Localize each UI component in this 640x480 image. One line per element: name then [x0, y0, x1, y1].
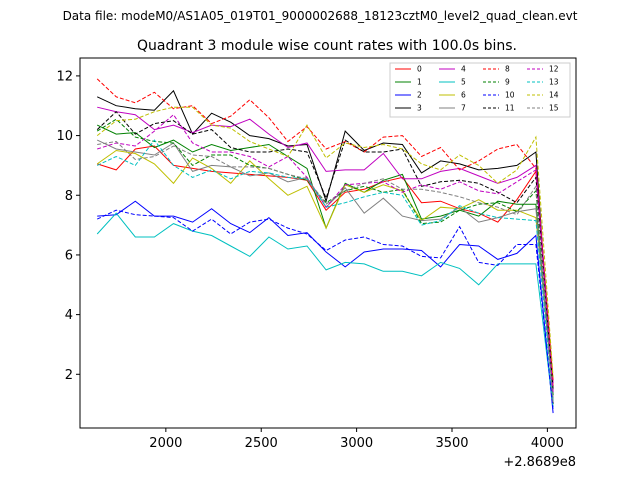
- series-layer: [96, 78, 554, 414]
- x-tick-label: 3500: [435, 436, 468, 451]
- series-line-6: [96, 149, 554, 390]
- series-line-8: [96, 78, 554, 381]
- y-tick-label: 2: [65, 368, 73, 383]
- series-line-15: [97, 140, 554, 405]
- series-line-3: [96, 89, 554, 405]
- legend-label-4: 4: [461, 65, 466, 74]
- legend-label-2: 2: [417, 91, 422, 100]
- legend-label-5: 5: [461, 78, 466, 87]
- series-line-10: [96, 209, 554, 411]
- series-line-5: [96, 212, 554, 408]
- legend-label-8: 8: [505, 65, 510, 74]
- y-tick-label: 12: [56, 69, 73, 84]
- x-tick-label: 4000: [531, 436, 564, 451]
- legend-label-9: 9: [505, 78, 510, 87]
- legend-label-11: 11: [505, 104, 515, 113]
- series-line-2: [97, 200, 554, 414]
- legend-label-7: 7: [461, 104, 466, 113]
- legend-label-14: 14: [549, 91, 559, 100]
- series-line-4: [97, 106, 554, 384]
- series-line-1: [96, 124, 554, 393]
- legend-label-15: 15: [549, 104, 559, 113]
- x-offset-label: +2.8689e8: [503, 455, 576, 470]
- series-line-13: [96, 139, 554, 402]
- x-tick-label: 2000: [149, 436, 182, 451]
- series-line-9: [96, 118, 554, 396]
- y-tick-label: 4: [65, 308, 73, 323]
- legend-label-10: 10: [505, 91, 515, 100]
- x-tick-label: 3000: [340, 436, 373, 451]
- y-tick-label: 10: [56, 129, 73, 144]
- legend-label-0: 0: [417, 65, 422, 74]
- legend-label-12: 12: [549, 65, 559, 74]
- x-tick-label: 2500: [245, 436, 278, 451]
- legend-label-3: 3: [417, 104, 422, 113]
- legend-label-6: 6: [461, 91, 466, 100]
- series-line-11: [96, 110, 554, 390]
- figure-suptitle: Data file: modeM0/AS1A05_019T01_90000026…: [63, 9, 578, 23]
- series-line-14: [96, 106, 554, 378]
- y-tick-label: 6: [65, 248, 73, 263]
- legend-label-13: 13: [549, 78, 559, 87]
- series-line-0: [97, 145, 554, 387]
- legend-label-1: 1: [417, 78, 422, 87]
- chart-title: Quadrant 3 module wise count rates with …: [137, 38, 517, 54]
- plot-frame: [79, 57, 577, 429]
- y-tick-label: 8: [65, 189, 73, 204]
